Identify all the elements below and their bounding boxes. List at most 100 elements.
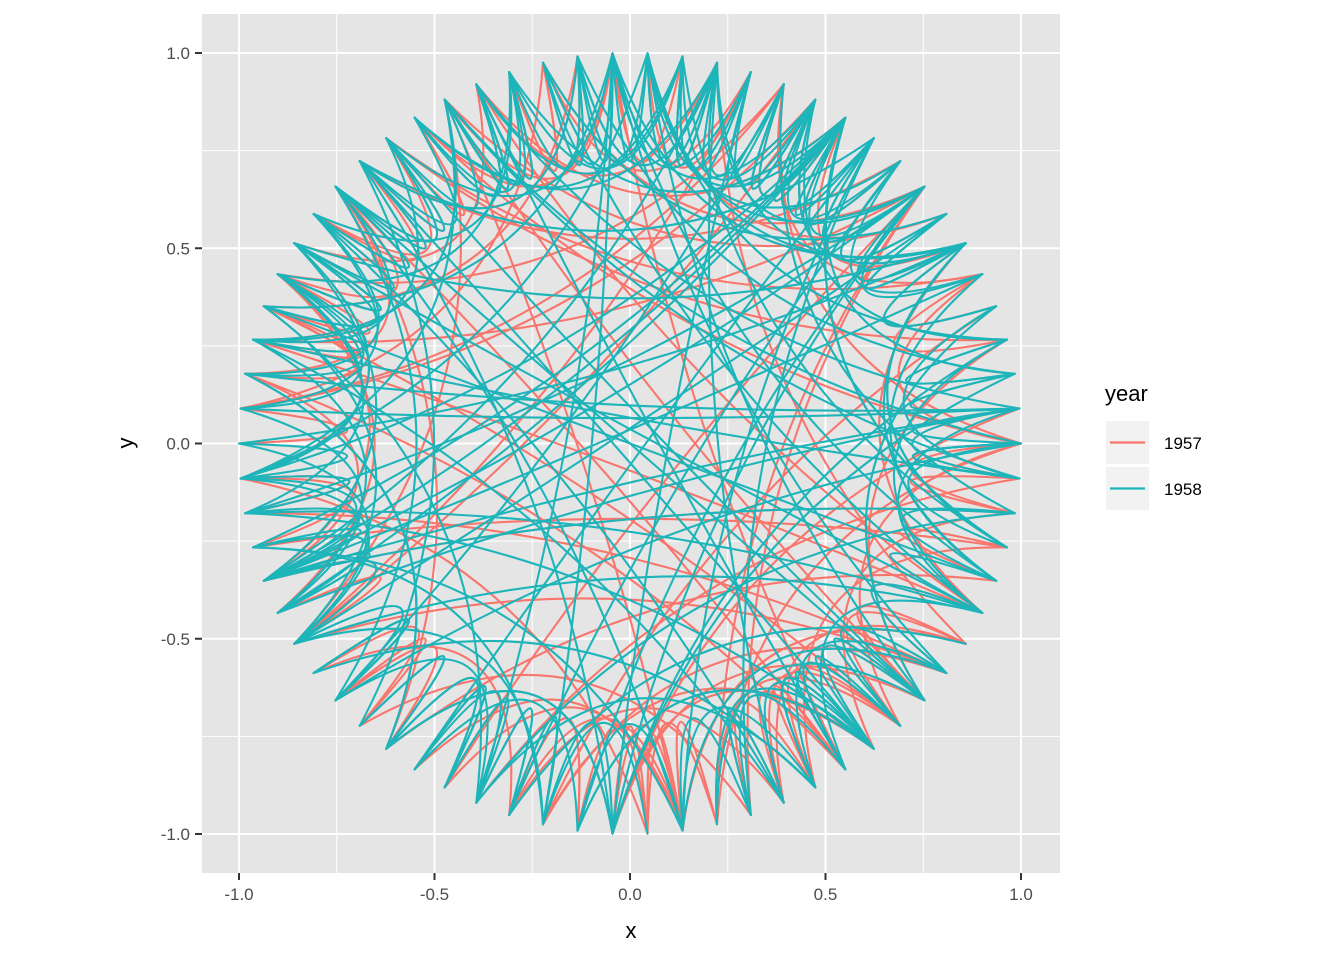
edge-curve bbox=[252, 534, 367, 614]
edge-curve bbox=[822, 644, 926, 750]
edge-curve bbox=[262, 305, 998, 582]
edge-curve bbox=[909, 372, 1021, 412]
edge-curve bbox=[856, 185, 967, 282]
edge-curve bbox=[293, 98, 462, 645]
edge-curve bbox=[413, 52, 614, 188]
edge-curve bbox=[611, 338, 1008, 835]
edge-curve bbox=[443, 706, 684, 832]
edge-curve bbox=[334, 658, 489, 804]
edge-curve bbox=[252, 137, 419, 342]
edge-curve bbox=[679, 717, 752, 832]
edge-curve bbox=[252, 116, 847, 549]
edge-curve bbox=[239, 98, 456, 480]
edge-curve bbox=[576, 55, 719, 167]
edge-curve bbox=[646, 52, 926, 702]
edge-curve bbox=[239, 475, 351, 515]
y-tick-label: -1.0 bbox=[161, 825, 190, 844]
edge-curve bbox=[896, 407, 1021, 614]
edge-curve bbox=[541, 52, 614, 826]
edge-curve bbox=[611, 407, 1021, 835]
edge-curve bbox=[244, 185, 926, 515]
edge-curve bbox=[858, 442, 1023, 727]
legend-title: year bbox=[1105, 381, 1148, 406]
edge-curve bbox=[413, 698, 684, 832]
edge-curve bbox=[312, 618, 410, 702]
x-axis-title: x bbox=[626, 918, 637, 943]
edge-curve bbox=[475, 477, 1021, 804]
edge-curve bbox=[312, 137, 433, 256]
edge-curve bbox=[237, 407, 349, 445]
edge-curve bbox=[413, 698, 579, 832]
edge-curve bbox=[239, 407, 1021, 420]
edge-curve bbox=[780, 676, 875, 789]
legend-item-1958: 1958 bbox=[1106, 467, 1202, 510]
edge-curve bbox=[334, 185, 418, 702]
edge-curve bbox=[276, 185, 399, 299]
legend-label-1958: 1958 bbox=[1164, 480, 1202, 499]
edge-curve bbox=[385, 137, 1008, 342]
edge-curve bbox=[773, 98, 847, 202]
edge-curve bbox=[475, 83, 1021, 410]
edge-curve bbox=[385, 573, 998, 750]
edge-curve bbox=[293, 605, 404, 702]
edge-curve bbox=[681, 647, 948, 832]
edge-curve bbox=[646, 721, 719, 835]
edge-curve bbox=[715, 61, 926, 225]
edge-curve bbox=[611, 52, 752, 169]
edge-curve bbox=[262, 242, 378, 328]
edge-curve bbox=[413, 83, 502, 197]
edge-curve bbox=[701, 61, 752, 172]
edge-curve bbox=[768, 670, 902, 804]
edge-curve bbox=[746, 185, 926, 816]
y-tick-label: 0.5 bbox=[166, 239, 190, 258]
edge-curve bbox=[276, 575, 382, 645]
edge-curve bbox=[794, 671, 875, 771]
y-tick-label: 0.0 bbox=[166, 435, 190, 454]
edge-curve bbox=[541, 721, 649, 835]
edge-curve bbox=[413, 71, 522, 193]
edge-curve bbox=[715, 185, 926, 826]
edge-curve bbox=[276, 407, 1021, 614]
edge-curve bbox=[312, 645, 513, 816]
edge-curve bbox=[775, 624, 967, 804]
edge-curve bbox=[795, 639, 948, 789]
edge-curve bbox=[413, 685, 487, 789]
edge-curve bbox=[675, 720, 719, 832]
edge-curve bbox=[646, 52, 967, 259]
x-tick-label: -0.5 bbox=[420, 885, 449, 904]
edge-curve bbox=[237, 442, 349, 480]
edge-curve bbox=[611, 52, 998, 582]
edge-curve bbox=[611, 52, 817, 180]
edge-curve bbox=[576, 55, 1016, 375]
edge-curve bbox=[779, 83, 1016, 515]
y-axis-title: y bbox=[113, 438, 138, 449]
legend-item-1957: 1957 bbox=[1106, 421, 1202, 464]
edge-curve bbox=[750, 83, 817, 190]
edge-curve bbox=[576, 723, 684, 832]
edge-curve bbox=[823, 116, 1008, 549]
edge-curve bbox=[475, 71, 534, 180]
y-tick-label: 1.0 bbox=[166, 44, 190, 63]
edge-curve bbox=[413, 61, 719, 191]
edge-curve bbox=[252, 527, 362, 582]
edge-curve bbox=[742, 137, 875, 816]
edge-curve bbox=[239, 116, 847, 480]
edge-curve bbox=[293, 242, 967, 300]
edge-curve bbox=[312, 625, 420, 727]
edge-curve bbox=[239, 477, 649, 835]
edge-curve bbox=[892, 338, 1008, 614]
edge-curve bbox=[358, 655, 446, 750]
edge-curve bbox=[475, 52, 614, 804]
edge-curve bbox=[893, 273, 1008, 353]
edge-curve bbox=[861, 185, 984, 299]
edge-curve bbox=[907, 442, 1023, 549]
edge-curve bbox=[508, 55, 581, 170]
edge-curve bbox=[239, 407, 364, 614]
edge-curve bbox=[262, 407, 1021, 582]
edge-curve bbox=[334, 137, 438, 243]
edge-curve bbox=[239, 477, 354, 549]
edge-curve bbox=[334, 185, 847, 771]
edge-curve bbox=[707, 61, 785, 804]
edge-curve bbox=[803, 546, 1008, 789]
